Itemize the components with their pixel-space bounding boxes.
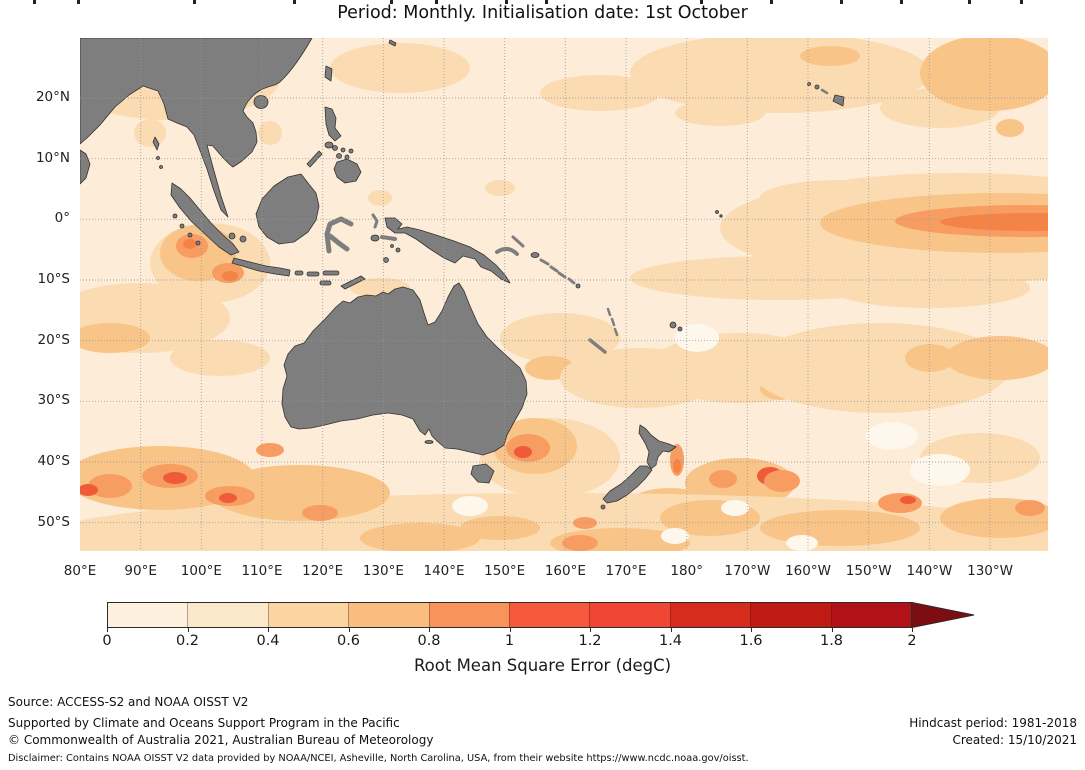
land-new-britain (495, 247, 519, 256)
lon-tick-label: 90°E (124, 563, 157, 579)
colorbar-segment (589, 603, 670, 627)
colorbar-segment (428, 603, 510, 627)
colorbar-label: Root Mean Square Error (degC) (413, 656, 672, 675)
lon-tick-label: 140°W (906, 563, 953, 579)
colorbar-tick-label: 1 (504, 633, 515, 649)
land-new-caledonia (588, 338, 607, 354)
land-hainan (253, 95, 269, 109)
lon-tick-label: 110°E (241, 563, 283, 579)
land-new-guinea (384, 217, 511, 284)
lat-tick-label: 30°S (37, 392, 71, 409)
colorbar-tick-mark (670, 628, 672, 632)
colorbar-tick-label: 0.6 (336, 633, 361, 649)
disclaimer-text: Disclaimer: Contains NOAA OISST V2 data … (8, 753, 749, 764)
colorbar-tick-label: 1.4 (658, 633, 683, 649)
lon-tick-label: 120°E (302, 563, 344, 579)
colorbar-tick-mark (590, 628, 591, 632)
land-java (231, 257, 291, 277)
land-luzon (324, 106, 342, 142)
colorbar-tick-label: 0.4 (256, 633, 280, 649)
colorbar-tick-label: 2 (907, 633, 917, 649)
land-tasmania (470, 463, 495, 484)
land-okinawa (388, 39, 397, 47)
colorbar (107, 602, 912, 628)
colorbar-arrow (912, 602, 975, 628)
lat-tick-label: 0° (54, 210, 70, 227)
land-timor (340, 275, 366, 290)
lon-tick-label: 130°W (967, 563, 1013, 579)
land-borneo (255, 173, 320, 245)
lon-tick-label: 170°E (605, 563, 647, 579)
land-mindanao (333, 158, 362, 184)
colorbar-tick-mark (831, 628, 833, 632)
colorbar-tick-mark (268, 628, 269, 632)
colorbar-segment (108, 603, 188, 627)
copyright-text: © Commonwealth of Australia 2021, Austra… (8, 733, 434, 747)
lon-tick-label: 180° (670, 563, 703, 579)
land-taiwan (324, 65, 333, 82)
land-gilbert-islands (715, 210, 719, 214)
lon-tick-label: 170°W (724, 563, 771, 579)
colorbar-tick-label: 0.8 (417, 633, 441, 649)
lon-tick-label: 80°E (63, 563, 97, 579)
lat-tick-label: 50°S (37, 513, 71, 530)
landmasses (79, 37, 845, 510)
hindcast-period-text: Hindcast period: 1981-2018 (909, 716, 1077, 730)
map-canvas (40, 33, 1085, 583)
colorbar-segment (509, 603, 590, 627)
colorbar-segment (267, 603, 349, 627)
colorbar-tick-mark (429, 628, 430, 632)
land-sulawesi (324, 216, 354, 254)
colorbar-tick-label: 0 (102, 633, 112, 649)
lat-tick-label: 20°S (37, 331, 71, 348)
colorbar-tick-label: 1.2 (578, 633, 602, 649)
colorbar-segment (750, 603, 831, 627)
land-fiji (669, 321, 677, 329)
lat-tick-label: 10°S (37, 271, 71, 287)
land-nz-north-island (638, 424, 677, 470)
map-area (40, 33, 1085, 583)
lon-tick-label: 150°E (484, 563, 526, 579)
ocean-rmse-field (40, 33, 1085, 583)
lat-tick-label: 40°S (37, 453, 71, 470)
lon-tick-label: 140°E (423, 563, 465, 579)
land-australia (281, 282, 528, 456)
land-seram (380, 235, 397, 241)
colorbar-tick-mark (187, 628, 189, 632)
created-date-text: Created: 15/10/2021 (952, 733, 1077, 747)
figure-subtitle: Period: Monthly. Initialisation date: 1s… (337, 3, 748, 23)
land-halmahera (371, 213, 379, 229)
land-andaman-islands (152, 136, 160, 151)
colorbar-tick-mark (751, 628, 752, 632)
land-hawaii (832, 94, 845, 107)
lon-tick-label: 160°E (544, 563, 586, 579)
colorbar-segment (830, 603, 912, 627)
colorbar-tick-mark (107, 628, 108, 632)
source-text: Source: ACCESS-S2 and NOAA OISST V2 (8, 695, 249, 709)
colorbar-tick-mark (509, 628, 511, 632)
land-asia (79, 37, 313, 218)
lon-tick-label: 150°W (845, 563, 892, 579)
colorbar-segment (187, 603, 268, 627)
colorbar-tick-mark (912, 628, 913, 632)
lon-tick-label: 100°E (180, 563, 222, 579)
colorbar-arrow-shape (912, 602, 975, 628)
lat-tick-label: 10°N (35, 149, 70, 166)
colorbar-tick-label: 1.8 (819, 633, 844, 649)
colorbar-tick-label: 0.2 (175, 633, 200, 649)
colorbar-tick-mark (348, 628, 350, 632)
colorbar-tick-label: 1.6 (739, 633, 763, 649)
lat-tick-label: 20°N (35, 89, 70, 105)
colorbar-segment (669, 603, 751, 627)
lon-tick-label: 130°E (362, 563, 404, 579)
land-nz-south-island (602, 465, 653, 504)
land-new-ireland (511, 235, 525, 248)
land-vanuatu (606, 307, 619, 337)
colorbar-segment (348, 603, 429, 627)
land-sumatra (170, 182, 240, 256)
land-india-tip (79, 149, 91, 185)
lon-tick-label: 160°W (785, 563, 831, 579)
supported-text: Supported by Climate and Oceans Support … (8, 716, 400, 730)
